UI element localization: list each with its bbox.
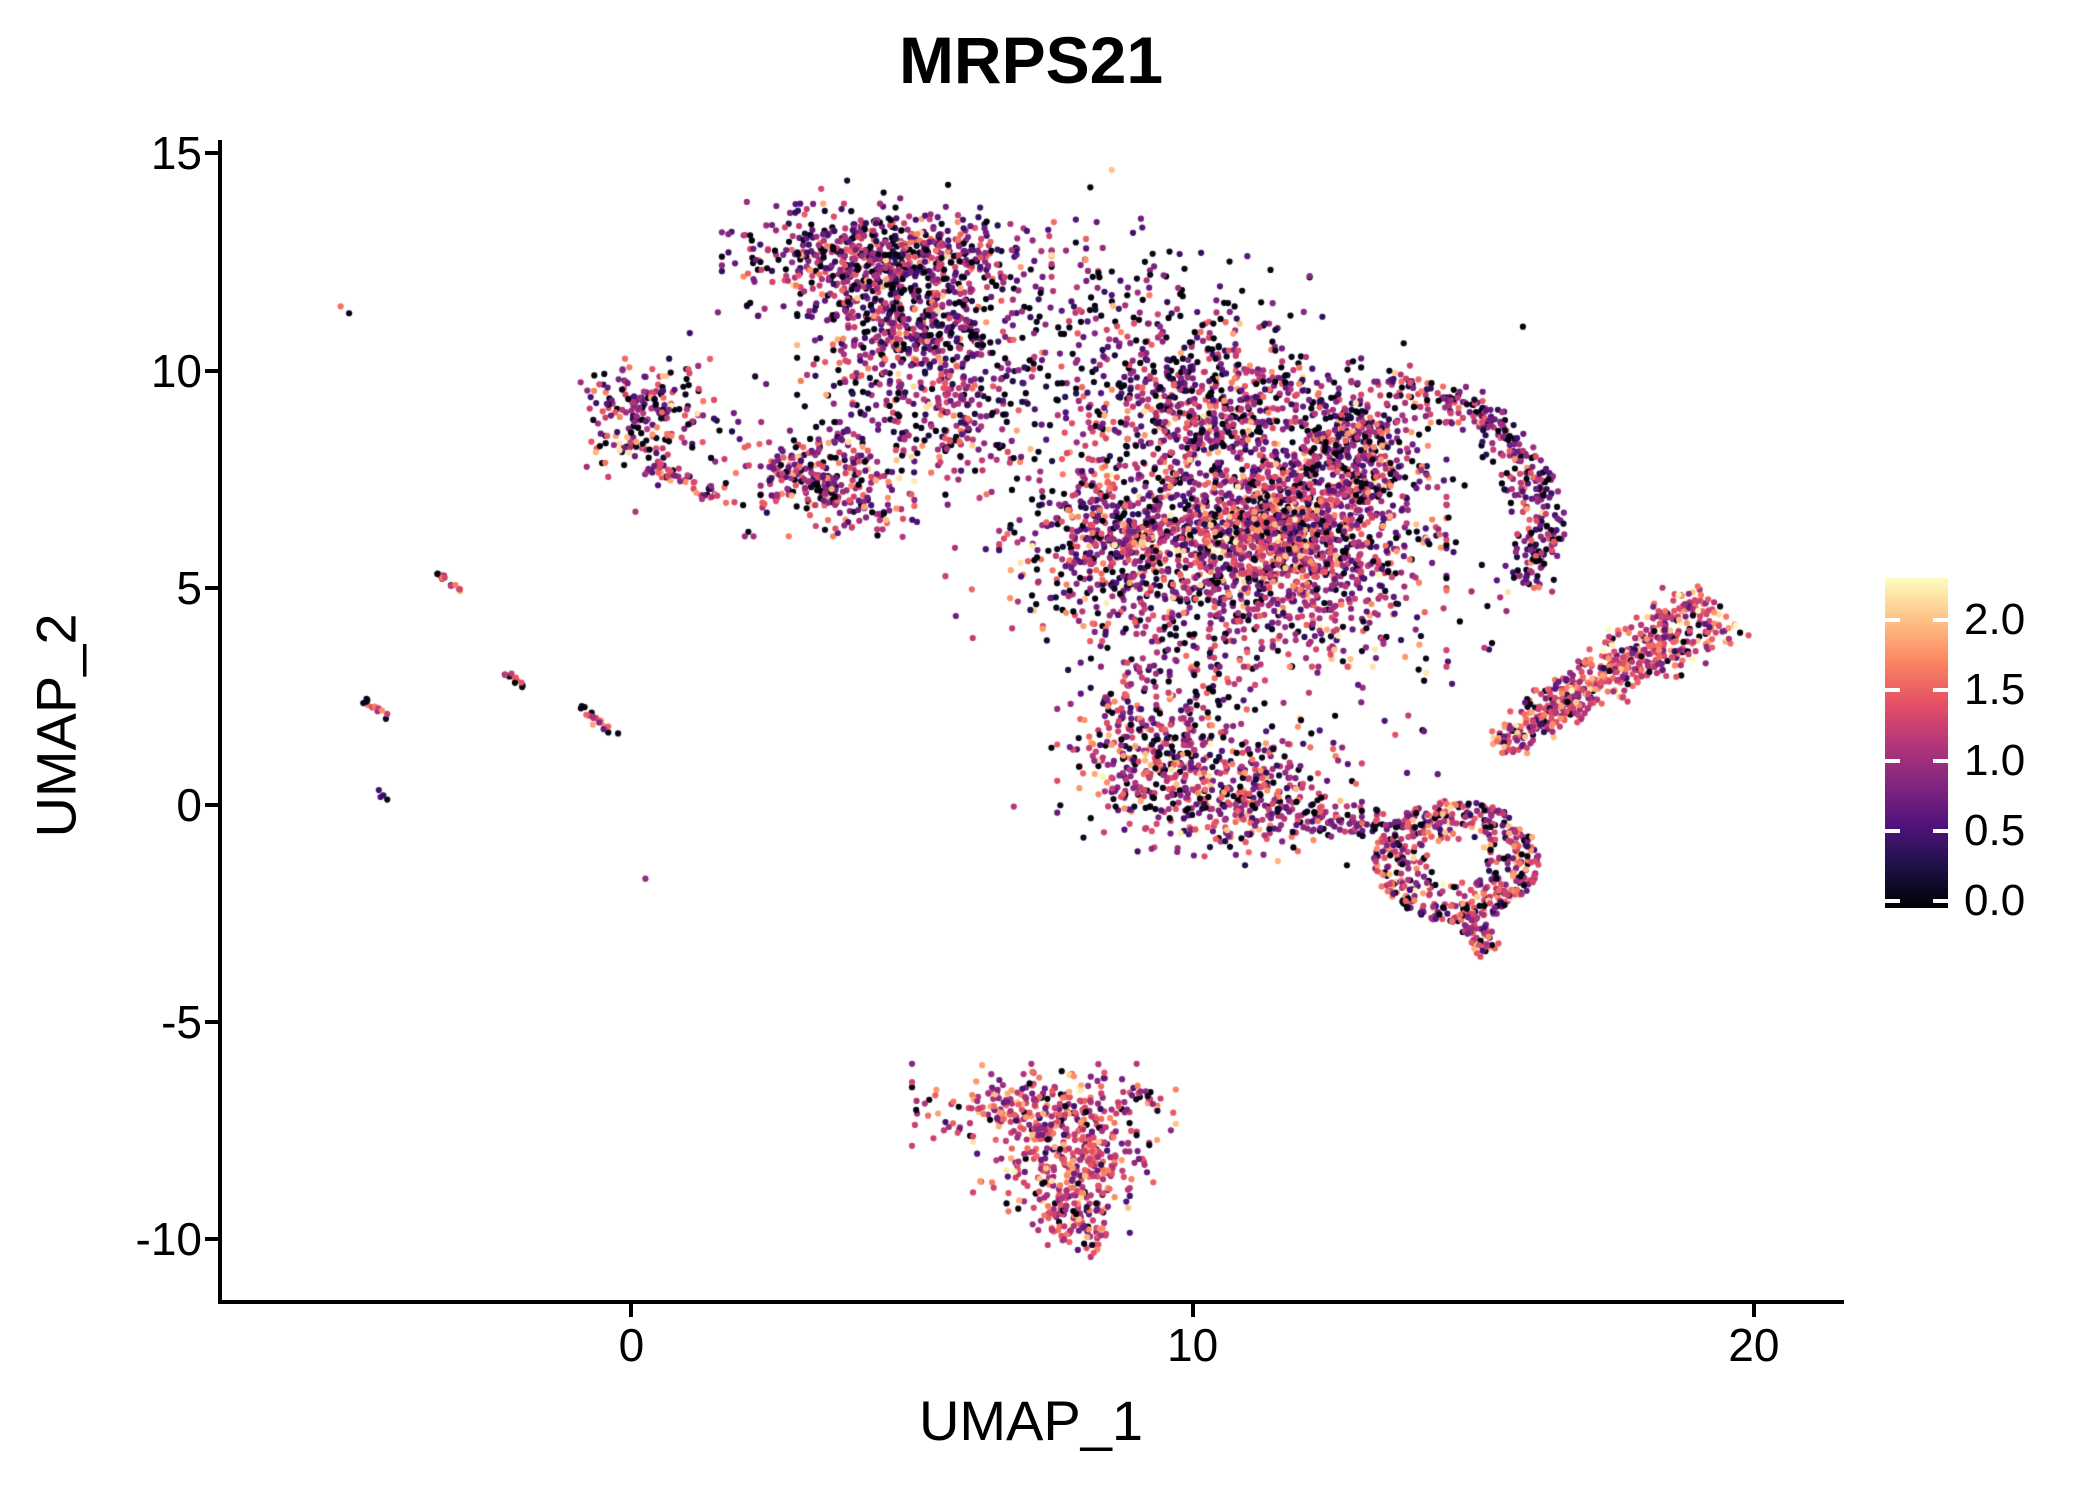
colorbar-tick-label: 1.5 [1964,665,2026,715]
x-tick-mark [1751,1304,1756,1317]
y-tick-label: 15 [150,127,202,180]
x-tick-mark [1190,1304,1195,1317]
y-tick-label: 5 [176,561,202,614]
x-tick-mark [629,1304,634,1317]
colorbar-tick-mark [1933,758,1948,763]
colorbar-tick-mark [1933,688,1948,693]
y-tick-mark [205,802,218,807]
colorbar-tick-mark [1885,758,1900,763]
colorbar-tick-mark [1933,828,1948,833]
colorbar-tick-label: 2.0 [1964,595,2026,645]
x-tick-label: 0 [618,1319,645,1371]
y-tick-label: 10 [150,344,202,397]
y-tick-mark [205,368,218,373]
y-tick-mark [205,585,218,590]
colorbar-tick-mark [1885,828,1900,833]
y-tick-label: 0 [176,778,202,831]
x-tick-label: 20 [1728,1319,1780,1371]
plot-title-text: MRPS21 [898,23,1164,97]
colorbar-tick-mark [1933,618,1948,623]
y-tick-mark [205,151,218,156]
y-axis-label: UMAP_2 [24,613,88,838]
y-axis-line [218,140,222,1304]
colorbar-tick-mark [1933,898,1948,903]
y-tick-label: -5 [161,995,202,1048]
y-tick-mark [205,1019,218,1024]
colorbar-gradient [1885,578,1948,908]
x-tick-label: 10 [1167,1319,1219,1371]
colorbar-tick-label: 0.5 [1964,805,2026,855]
colorbar-tick-mark [1885,688,1900,693]
x-axis-line [218,1300,1844,1304]
colorbar-tick-label: 1.0 [1964,735,2026,785]
y-tick-label: -10 [135,1213,202,1266]
colorbar-tick-mark [1885,898,1900,903]
colorbar-tick-mark [1885,618,1900,623]
y-tick-mark [205,1237,218,1242]
page-title: MRPS21 [0,22,2081,98]
x-axis-label: UMAP_1 [918,1389,1144,1452]
colorbar-tick-label: 0.0 [1964,875,2026,925]
